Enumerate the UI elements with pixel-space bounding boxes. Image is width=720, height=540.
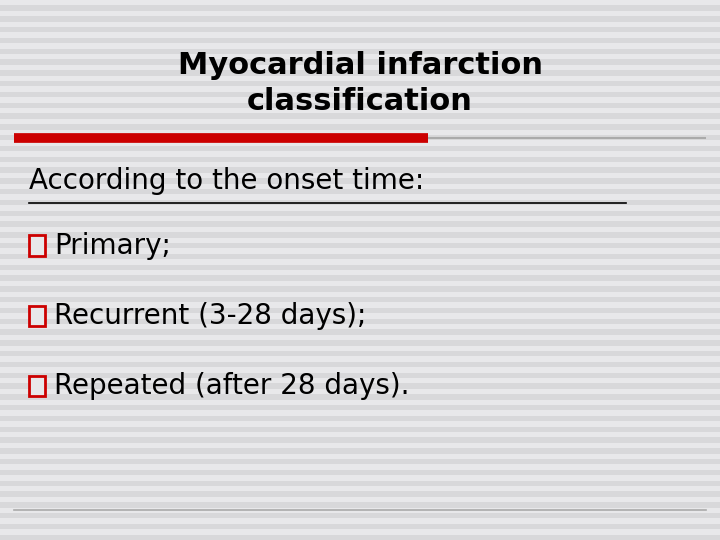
Bar	[0, 167, 720, 173]
Bar	[0, 319, 720, 324]
Bar	[0, 254, 720, 259]
Bar	[0, 383, 720, 389]
Text: Primary;: Primary;	[54, 232, 171, 260]
Bar	[0, 16, 720, 22]
Bar	[0, 448, 720, 454]
Bar	[0, 124, 720, 130]
Bar	[0, 427, 720, 432]
Bar	[0, 405, 720, 410]
Bar	[0, 286, 720, 292]
Text: Repeated (after 28 days).: Repeated (after 28 days).	[54, 372, 410, 400]
Bar	[0, 329, 720, 335]
Bar	[0, 27, 720, 32]
Bar	[0, 135, 720, 140]
Bar	[0, 373, 720, 378]
Bar	[0, 491, 720, 497]
Bar	[0, 524, 720, 529]
Bar	[0, 5, 720, 11]
Bar	[0, 146, 720, 151]
Bar	[0, 92, 720, 97]
Bar	[0, 481, 720, 486]
Bar	[0, 394, 720, 400]
Bar	[0, 70, 720, 76]
Bar	[0, 351, 720, 356]
Bar	[0, 265, 720, 270]
Bar	[0, 200, 720, 205]
Bar	[0, 243, 720, 248]
Bar	[0, 59, 720, 65]
Bar	[0, 416, 720, 421]
Bar	[0, 275, 720, 281]
Bar	[0, 535, 720, 540]
Bar	[0, 221, 720, 227]
Bar	[0, 513, 720, 518]
Bar	[0, 459, 720, 464]
Bar	[0, 189, 720, 194]
Bar	[29, 376, 45, 396]
Bar	[0, 232, 720, 238]
Bar	[29, 235, 45, 256]
Bar	[0, 103, 720, 108]
Text: Recurrent (3-28 days);: Recurrent (3-28 days);	[54, 302, 366, 330]
Bar	[0, 81, 720, 86]
Bar	[29, 306, 45, 326]
Bar	[0, 297, 720, 302]
Bar	[0, 49, 720, 54]
Bar	[0, 178, 720, 184]
Bar	[0, 362, 720, 367]
Bar	[0, 502, 720, 508]
Bar	[0, 308, 720, 313]
Bar	[0, 470, 720, 475]
Bar	[0, 113, 720, 119]
Bar	[0, 437, 720, 443]
Text: According to the onset time:: According to the onset time:	[29, 167, 424, 195]
Text: Myocardial infarction
classification: Myocardial infarction classification	[178, 51, 542, 116]
Bar	[0, 340, 720, 346]
Bar	[0, 211, 720, 216]
Bar	[0, 38, 720, 43]
Bar	[0, 157, 720, 162]
